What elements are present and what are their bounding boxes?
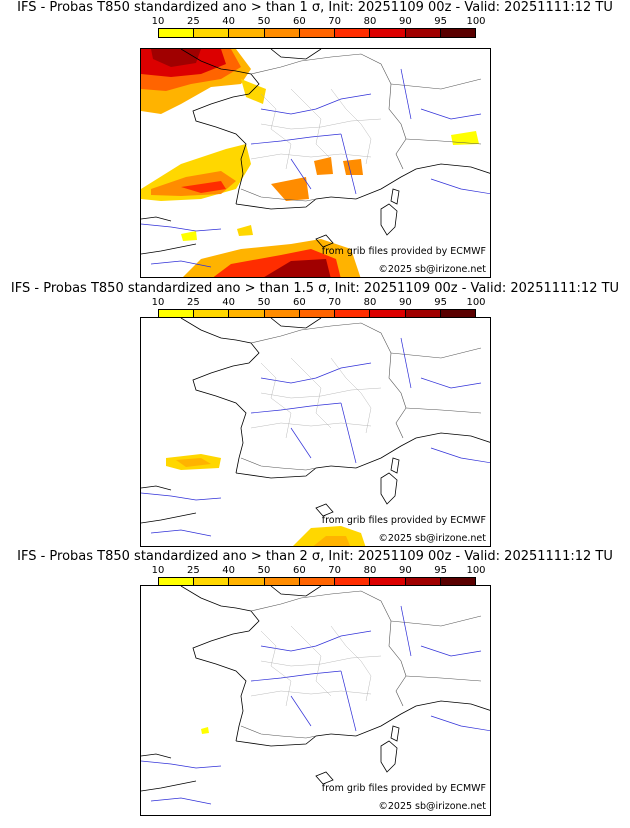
scale-swatch	[229, 29, 265, 37]
scale-tick-label: 100	[466, 565, 486, 576]
scale-swatch	[299, 310, 336, 318]
scale-tick-label: 95	[434, 297, 448, 308]
scale-tick-label: 70	[328, 565, 342, 576]
scale-tick-label: 95	[434, 16, 448, 27]
scale-tick-label: 70	[328, 297, 342, 308]
scale-tick-label: 100	[466, 16, 486, 27]
scale-swatch	[264, 29, 300, 37]
scale-bar	[158, 309, 476, 319]
scale-swatch	[194, 578, 230, 586]
scale-swatch	[159, 29, 195, 37]
scale-swatch	[370, 29, 406, 37]
scale-tick-label: 10	[151, 565, 165, 576]
scale-tick-label: 40	[222, 565, 236, 576]
scale-swatch	[194, 310, 230, 318]
copyright-credit: ©2025 sb@irizone.net	[378, 533, 486, 544]
scale-swatch	[159, 578, 195, 586]
coastlines	[141, 318, 490, 524]
scale-swatch	[405, 29, 441, 37]
rivers	[141, 68, 490, 268]
scale-swatch	[370, 578, 406, 586]
scale-tick-label: 90	[398, 297, 412, 308]
scale-tick-label: 80	[363, 16, 377, 27]
map-title: IFS - Probas T850 standardized ano > tha…	[17, 0, 613, 15]
scale-swatch	[335, 578, 371, 586]
scale-swatch	[440, 310, 475, 318]
scale-swatch	[264, 310, 300, 318]
scale-tick-label: 95	[434, 565, 448, 576]
coastlines	[141, 586, 490, 792]
scale-tick-label: 40	[222, 297, 236, 308]
scale-tick-label: 60	[292, 565, 306, 576]
panel-3: IFS - Probas T850 standardized ano > tha…	[0, 549, 630, 819]
scale-tick-label: 25	[186, 565, 200, 576]
map-svg	[141, 49, 490, 277]
scale-swatch	[405, 310, 441, 318]
scale-swatch	[405, 578, 441, 586]
scale-swatch	[335, 310, 371, 318]
panel-2: IFS - Probas T850 standardized ano > tha…	[0, 281, 630, 547]
scale-tick-label: 25	[186, 16, 200, 27]
scale-tick-label: 80	[363, 297, 377, 308]
region-borders	[250, 88, 382, 170]
region-borders	[250, 625, 382, 707]
scale-tick-label: 50	[257, 565, 271, 576]
color-scale: 10 25 40 50 60 70 80 90 95 100	[152, 16, 486, 42]
anomaly-shading	[141, 49, 479, 277]
panel-1: IFS - Probas T850 standardized ano > tha…	[0, 0, 630, 278]
scale-swatch	[299, 578, 336, 586]
scale-swatch	[229, 578, 265, 586]
anomaly-shading	[201, 727, 209, 734]
scale-swatch	[229, 310, 265, 318]
color-scale: 10 25 40 50 60 70 80 90 95 100	[152, 297, 486, 323]
anomaly-shading	[166, 454, 366, 546]
source-credit: from grib files provided by ECMWF	[321, 515, 486, 526]
scale-swatch	[159, 310, 195, 318]
rivers	[141, 605, 490, 805]
map-title: IFS - Probas T850 standardized ano > tha…	[10, 281, 620, 296]
map-frame: from grib files provided by ECMWF ©2025 …	[140, 317, 491, 547]
region-borders	[250, 357, 382, 439]
country-borders	[240, 53, 482, 202]
map-frame: from grib files provided by ECMWF ©2025 …	[140, 585, 491, 816]
map-svg	[141, 318, 490, 546]
scale-tick-label: 40	[222, 16, 236, 27]
scale-tick-label: 10	[151, 297, 165, 308]
scale-swatch	[264, 578, 300, 586]
country-borders	[240, 322, 482, 471]
scale-tick-label: 10	[151, 16, 165, 27]
map-frame: from grib files provided by ECMWF ©2025 …	[140, 48, 491, 278]
source-credit: from grib files provided by ECMWF	[321, 783, 486, 794]
rivers	[141, 337, 490, 537]
scale-tick-label: 90	[398, 565, 412, 576]
scale-tick-label: 70	[328, 16, 342, 27]
scale-swatch	[335, 29, 371, 37]
source-credit: from grib files provided by ECMWF	[321, 246, 486, 257]
map-svg	[141, 586, 490, 805]
scale-tick-label: 25	[186, 297, 200, 308]
country-borders	[240, 590, 482, 739]
map-title: IFS - Probas T850 standardized ano > tha…	[17, 549, 613, 564]
copyright-credit: ©2025 sb@irizone.net	[378, 801, 486, 812]
scale-tick-label: 90	[398, 16, 412, 27]
scale-tick-label: 50	[257, 297, 271, 308]
scale-bar	[158, 28, 476, 38]
scale-swatch	[299, 29, 336, 37]
scale-swatch	[440, 578, 475, 586]
scale-swatch	[194, 29, 230, 37]
copyright-credit: ©2025 sb@irizone.net	[378, 264, 486, 275]
scale-tick-label: 100	[466, 297, 486, 308]
scale-tick-label: 60	[292, 297, 306, 308]
scale-tick-label: 50	[257, 16, 271, 27]
coastlines	[141, 49, 490, 255]
scale-tick-label: 80	[363, 565, 377, 576]
scale-tick-label: 60	[292, 16, 306, 27]
scale-swatch	[370, 310, 406, 318]
scale-swatch	[440, 29, 475, 37]
